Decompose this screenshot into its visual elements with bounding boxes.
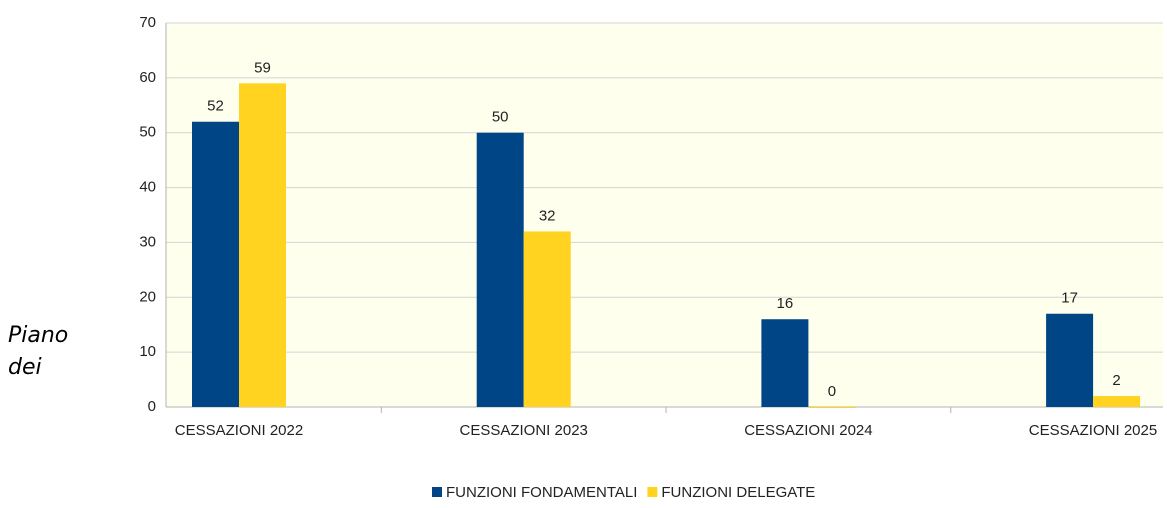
- side-text: Piano: [8, 323, 68, 348]
- bar: [808, 407, 856, 408]
- side-text: dei: [8, 355, 42, 380]
- bar: [1046, 313, 1094, 407]
- plot-background: [166, 23, 1163, 407]
- x-tick-label: CESSAZIONI 2024: [744, 422, 872, 439]
- legend-label: FUNZIONI DELEGATE: [661, 484, 815, 501]
- y-tick-label: 10: [139, 343, 156, 360]
- x-tick-label: CESSAZIONI 2025: [1029, 422, 1157, 439]
- data-label: 59: [254, 59, 271, 76]
- bar: [1093, 396, 1141, 407]
- y-tick-label: 0: [148, 398, 156, 415]
- data-label: 50: [492, 109, 509, 126]
- y-tick-label: 70: [139, 14, 156, 31]
- y-tick-label: 60: [139, 69, 156, 86]
- y-tick-label: 50: [139, 124, 156, 141]
- bar: [523, 231, 571, 407]
- data-label: 32: [539, 207, 556, 224]
- bar: [239, 83, 286, 407]
- data-label: 52: [207, 98, 224, 115]
- bar: [192, 121, 239, 407]
- bar: [476, 132, 524, 407]
- y-tick-label: 40: [139, 179, 156, 196]
- data-label: 0: [828, 383, 836, 400]
- legend-swatch: [647, 487, 658, 497]
- y-tick-label: 20: [139, 288, 156, 305]
- x-tick-label: CESSAZIONI 2022: [175, 422, 303, 439]
- bar: [761, 319, 809, 407]
- legend-label: FUNZIONI FONDAMENTALI: [446, 484, 637, 501]
- data-label: 16: [777, 295, 794, 312]
- x-tick-label: CESSAZIONI 2023: [460, 422, 588, 439]
- y-tick-label: 30: [139, 233, 156, 250]
- data-label: 17: [1061, 290, 1078, 307]
- data-label: 2: [1112, 372, 1120, 389]
- legend-swatch: [432, 487, 442, 497]
